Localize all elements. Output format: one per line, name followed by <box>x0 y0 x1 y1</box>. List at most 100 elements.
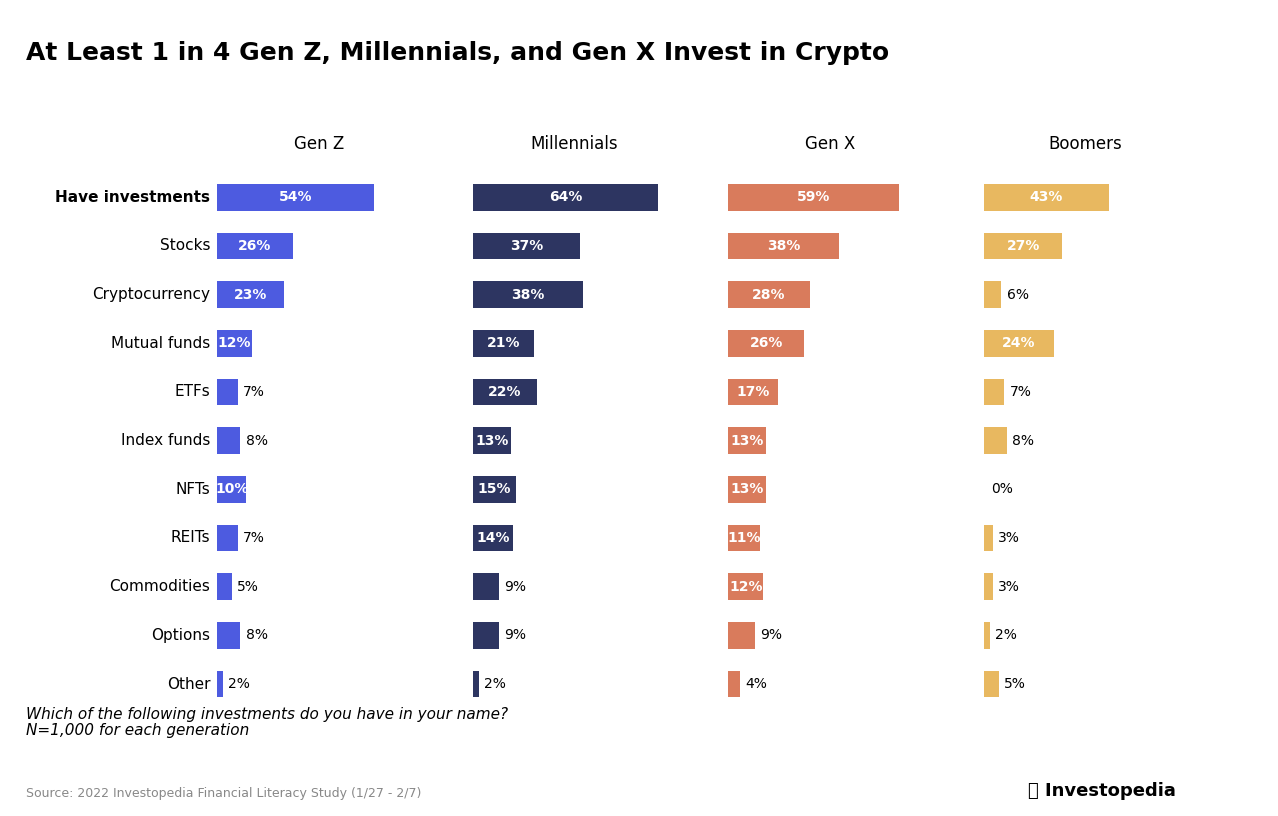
Text: 27%: 27% <box>1007 239 1040 253</box>
Text: NFTs: NFTs <box>175 481 211 497</box>
Text: 37%: 37% <box>510 239 543 253</box>
Text: 12%: 12% <box>728 579 763 594</box>
Text: 22%: 22% <box>488 385 521 399</box>
Text: 13%: 13% <box>475 433 509 448</box>
Text: 3%: 3% <box>998 531 1020 545</box>
Text: 54%: 54% <box>279 190 312 204</box>
Bar <box>728 233 838 259</box>
Text: Commodities: Commodities <box>110 579 211 594</box>
Text: Stocks: Stocks <box>160 238 211 254</box>
Bar <box>473 184 658 211</box>
Text: 64%: 64% <box>548 190 583 204</box>
Bar <box>984 671 998 698</box>
Bar <box>217 330 252 357</box>
Text: 17%: 17% <box>736 385 769 399</box>
Text: 24%: 24% <box>1002 336 1035 350</box>
Text: Cryptocurrency: Cryptocurrency <box>92 287 211 302</box>
Text: 26%: 26% <box>238 239 272 253</box>
Bar <box>728 622 754 649</box>
Text: 10%: 10% <box>215 482 248 496</box>
Bar <box>728 525 760 552</box>
Text: Options: Options <box>152 628 211 643</box>
Bar <box>473 233 580 259</box>
Text: Index funds: Index funds <box>121 433 211 448</box>
Text: At Least 1 in 4 Gen Z, Millennials, and Gen X Invest in Crypto: At Least 1 in 4 Gen Z, Millennials, and … <box>26 41 888 64</box>
Bar <box>728 184 900 211</box>
Text: 14%: 14% <box>477 531 510 545</box>
Text: 2%: 2% <box>996 628 1017 642</box>
Text: 13%: 13% <box>731 433 764 448</box>
Text: 38%: 38% <box>767 239 800 253</box>
Bar <box>728 379 778 406</box>
Bar <box>984 184 1108 211</box>
Text: 3%: 3% <box>998 579 1020 594</box>
Bar <box>473 330 534 357</box>
Text: 2%: 2% <box>229 677 250 691</box>
Text: 13%: 13% <box>731 482 764 496</box>
Bar <box>473 622 498 649</box>
Text: 8%: 8% <box>1012 433 1034 448</box>
Text: Mutual funds: Mutual funds <box>111 336 211 351</box>
Text: 23%: 23% <box>234 287 267 302</box>
Text: 2%: 2% <box>484 677 506 691</box>
Bar <box>217 282 284 308</box>
Text: 9%: 9% <box>504 579 527 594</box>
Text: 11%: 11% <box>727 531 762 545</box>
Text: 21%: 21% <box>487 336 520 350</box>
Bar <box>728 428 766 454</box>
Text: 9%: 9% <box>759 628 782 642</box>
Bar <box>984 525 993 552</box>
Bar <box>728 574 763 600</box>
Bar <box>728 282 809 308</box>
Bar <box>728 671 740 698</box>
Text: 38%: 38% <box>511 287 544 302</box>
Bar <box>473 671 479 698</box>
Text: 15%: 15% <box>478 482 511 496</box>
Text: Gen Z: Gen Z <box>294 135 344 153</box>
Bar <box>984 574 993 600</box>
Text: REITs: REITs <box>171 530 211 545</box>
Text: 5%: 5% <box>236 579 258 594</box>
Text: Have investments: Have investments <box>55 190 211 205</box>
Bar <box>473 476 516 503</box>
Bar <box>217 622 240 649</box>
Text: 6%: 6% <box>1007 287 1029 302</box>
Text: 26%: 26% <box>749 336 783 350</box>
Bar <box>473 428 510 454</box>
Bar <box>217 476 247 503</box>
Text: 7%: 7% <box>1010 385 1031 399</box>
Text: ETFs: ETFs <box>175 384 211 400</box>
Text: Boomers: Boomers <box>1048 135 1122 153</box>
Text: 12%: 12% <box>217 336 252 350</box>
Bar <box>217 379 238 406</box>
Text: 7%: 7% <box>243 385 265 399</box>
Bar <box>984 330 1053 357</box>
Text: 4%: 4% <box>745 677 767 691</box>
Bar <box>217 671 224 698</box>
Text: Which of the following investments do you have in your name?: Which of the following investments do yo… <box>26 707 507 722</box>
Bar <box>217 184 373 211</box>
Bar <box>217 428 240 454</box>
Bar <box>217 525 238 552</box>
Text: 28%: 28% <box>753 287 786 302</box>
Bar <box>728 476 766 503</box>
Bar <box>984 233 1062 259</box>
Bar <box>473 574 498 600</box>
Bar <box>984 622 990 649</box>
Text: 8%: 8% <box>245 433 267 448</box>
Bar <box>217 233 293 259</box>
Bar <box>984 379 1005 406</box>
Bar <box>728 330 804 357</box>
Text: Gen X: Gen X <box>805 135 855 153</box>
Text: 59%: 59% <box>797 190 831 204</box>
Text: 8%: 8% <box>245 628 267 642</box>
Bar <box>473 282 583 308</box>
Text: 43%: 43% <box>1030 190 1063 204</box>
Text: Source: 2022 Investopedia Financial Literacy Study (1/27 - 2/7): Source: 2022 Investopedia Financial Lite… <box>26 787 420 800</box>
Bar <box>984 428 1007 454</box>
Text: 7%: 7% <box>243 531 265 545</box>
Bar <box>473 525 514 552</box>
Text: Other: Other <box>167 676 211 691</box>
Text: 0%: 0% <box>990 482 1012 496</box>
Bar <box>473 379 537 406</box>
